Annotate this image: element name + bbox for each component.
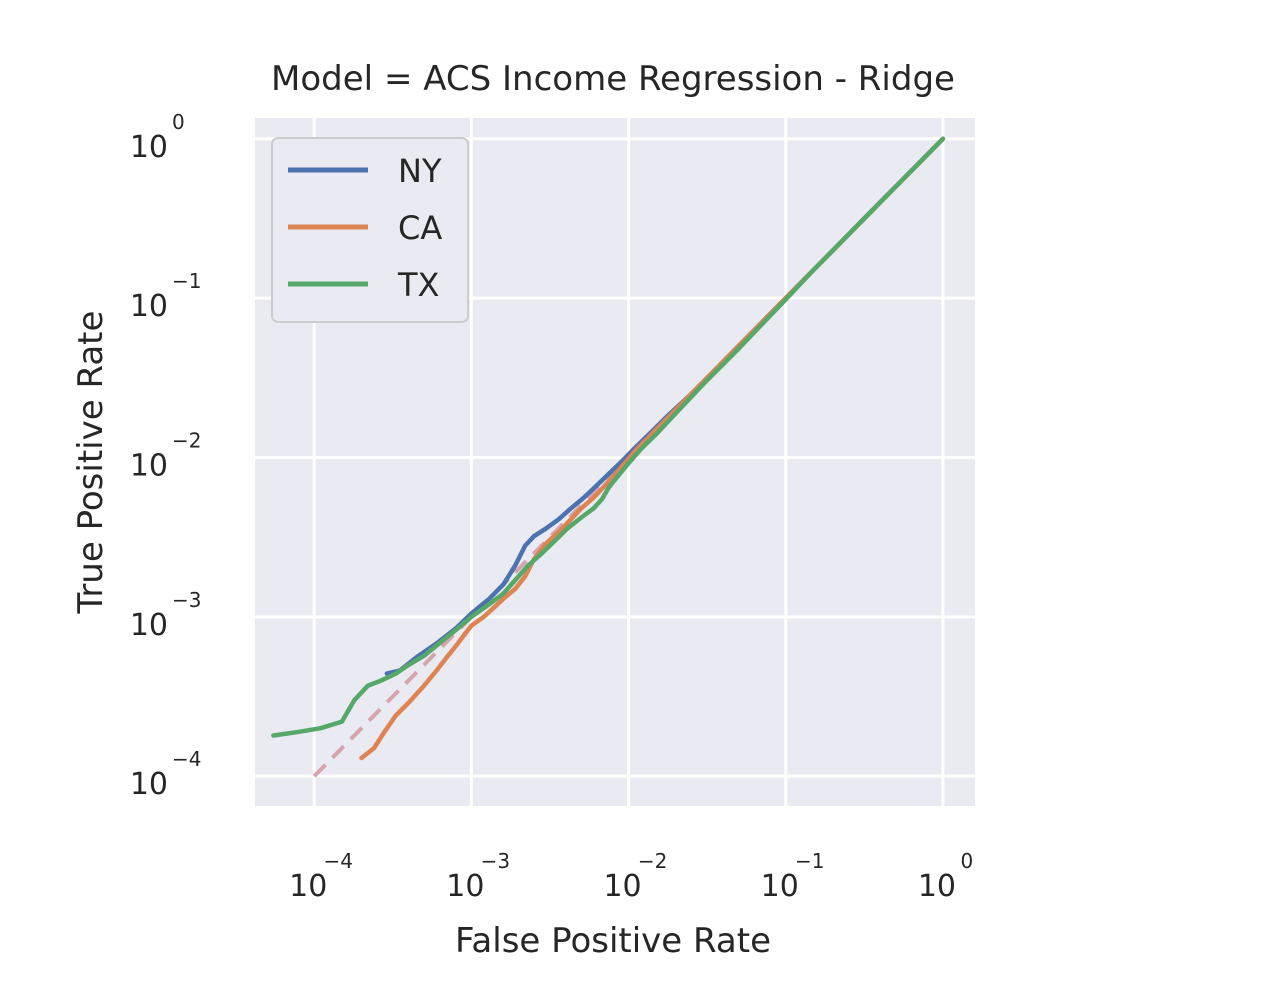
x-tick-exponent: −2	[638, 849, 667, 873]
x-tick-base: 10	[603, 869, 641, 904]
y-tick-exponent: −4	[172, 747, 201, 771]
y-tick-exponent: −1	[172, 269, 201, 293]
x-tick-exponent: −4	[323, 849, 352, 873]
y-axis-label: True Positive Rate	[71, 311, 111, 615]
y-tick-base: 10	[130, 289, 168, 324]
y-tick-base: 10	[130, 608, 168, 643]
y-tick-base: 10	[130, 130, 168, 165]
x-tick-base: 10	[289, 869, 327, 904]
x-tick-exponent: 0	[961, 849, 974, 873]
y-tick-exponent: −3	[172, 588, 201, 612]
x-axis-label: False Positive Rate	[455, 921, 771, 961]
legend-label-ca: CA	[398, 209, 442, 247]
x-tick-base: 10	[918, 869, 956, 904]
series-line-tx	[271, 136, 946, 738]
y-tick-exponent: −2	[172, 428, 201, 452]
x-tick-base: 10	[446, 869, 484, 904]
x-tick-exponent: −1	[795, 849, 824, 873]
x-tick-exponent: −3	[481, 849, 510, 873]
series-group	[271, 136, 946, 761]
y-tick-base: 10	[130, 448, 168, 483]
legend-label-tx: TX	[397, 266, 439, 304]
y-tick-exponent: 0	[172, 110, 185, 134]
legend-label-ny: NY	[398, 152, 442, 190]
y-tick-base: 10	[130, 767, 168, 802]
x-tick-base: 10	[761, 869, 799, 904]
chart-title: Model = ACS Income Regression - Ridge	[271, 59, 955, 99]
legend: NY CA TX	[271, 137, 469, 323]
legend-frame	[271, 137, 469, 323]
